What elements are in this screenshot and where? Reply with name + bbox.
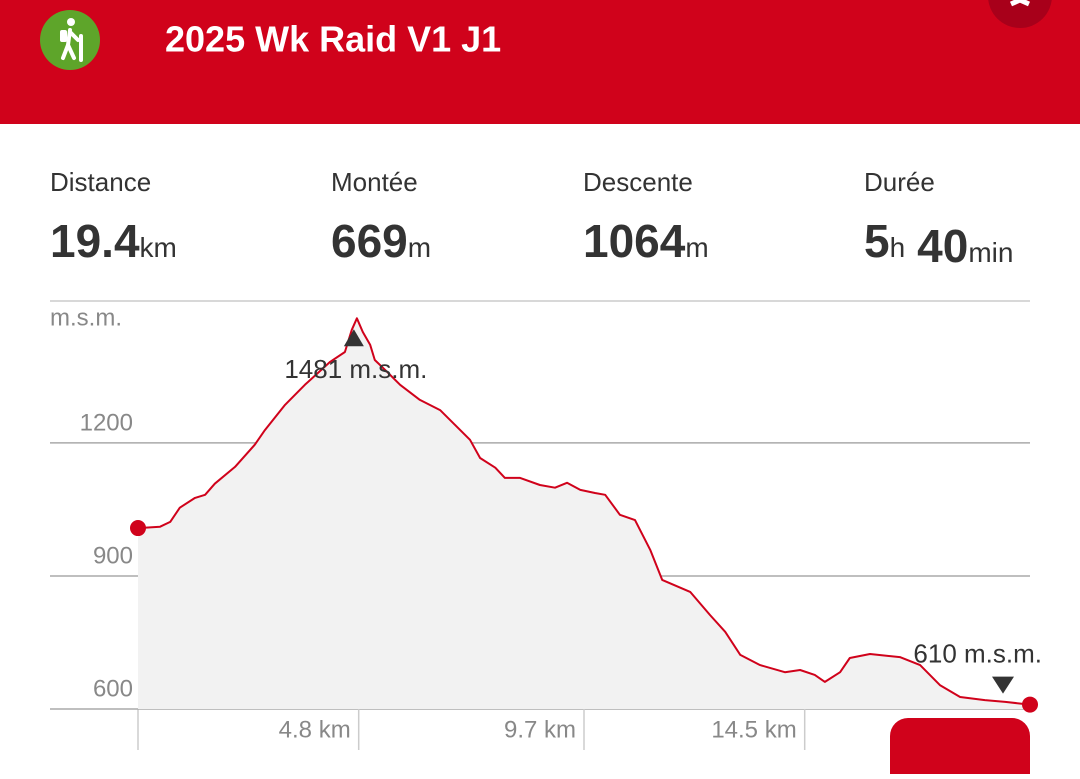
- elevation-area: [138, 318, 1030, 709]
- x-tick-label: 14.5 km: [711, 716, 796, 743]
- close-glyph: [1009, 0, 1031, 7]
- y-axis-label: m.s.m.: [50, 304, 122, 331]
- y-tick-label: 1200: [80, 409, 133, 436]
- header-bar: [0, 0, 1080, 124]
- stat-value: 19.4km: [50, 215, 177, 267]
- hiker-glyph: [60, 18, 83, 62]
- elevation-line: [137, 317, 1031, 706]
- stat-number: 5: [864, 215, 890, 267]
- stat-value: 669m: [331, 215, 431, 267]
- header-title: 2025 Wk Raid V1 J1: [165, 19, 501, 60]
- stat-value: 1064m: [583, 215, 709, 267]
- action-button[interactable]: [890, 718, 1030, 779]
- x-tick-label: 9.7 km: [504, 716, 576, 743]
- stat-number: 40: [917, 220, 968, 272]
- stat-label: Descente: [583, 167, 693, 197]
- stat-unit: m: [408, 232, 431, 263]
- y-tick-label: 600: [93, 675, 133, 702]
- min-label: 610 m.s.m.: [913, 638, 1042, 668]
- stat-number: 19.4: [50, 215, 140, 267]
- endpoint: [130, 520, 146, 537]
- stat-value: 5h 40min: [864, 215, 1013, 272]
- min-marker: [992, 676, 1014, 694]
- stat-unit: km: [140, 232, 177, 263]
- y-tick-label: 900: [93, 542, 133, 569]
- max-label: 1481 m.s.m.: [284, 354, 427, 384]
- max-marker: [343, 329, 364, 347]
- endpoint: [1022, 696, 1038, 713]
- stat-unit: m: [685, 232, 708, 263]
- x-tick-label: 4.8 km: [279, 716, 351, 743]
- stat-unit: min: [968, 237, 1013, 268]
- stat-label: Distance: [50, 167, 151, 197]
- stat-label: Montée: [331, 167, 418, 197]
- stat-label: Durée: [864, 167, 935, 197]
- stat-number: 669: [331, 215, 408, 267]
- close-button[interactable]: [988, 0, 1052, 28]
- stat-number: 1064: [583, 215, 686, 267]
- stat-unit: h: [890, 232, 906, 263]
